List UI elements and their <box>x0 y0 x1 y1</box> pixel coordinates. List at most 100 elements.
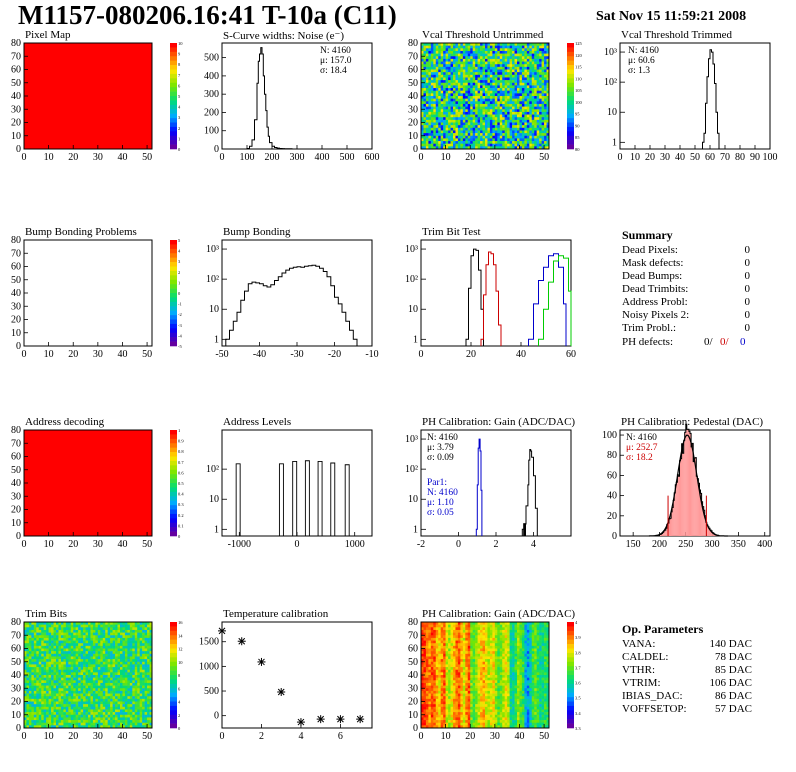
heatmap-cell <box>107 706 111 710</box>
heatmap-cell <box>541 125 545 129</box>
heatmap-cell <box>100 712 104 716</box>
heatmap-cell <box>63 696 67 700</box>
heatmap-cell <box>433 80 437 84</box>
heatmap-cell <box>33 677 37 681</box>
heatmap-cell <box>425 119 429 123</box>
heatmap-cell <box>134 722 138 726</box>
heatmap-cell <box>425 664 429 668</box>
heatmap-cell <box>80 643 84 647</box>
heatmap-cell <box>472 93 476 97</box>
heatmap-cell <box>487 58 491 62</box>
heatmap-cell <box>546 119 550 123</box>
heatmap-cell <box>504 77 508 81</box>
heatmap-cell <box>475 61 478 65</box>
heatmap-cell <box>144 696 148 700</box>
y-tick-label: 500 <box>204 53 219 64</box>
heatmap-cell <box>51 709 54 713</box>
heatmap-cell <box>115 645 118 649</box>
heatmap-cell <box>33 688 37 692</box>
heatmap-cell <box>122 672 126 676</box>
heatmap-cell <box>147 627 150 631</box>
heatmap-cells <box>24 430 152 536</box>
heatmap-cell <box>428 58 432 62</box>
heatmap-cell <box>132 648 136 652</box>
heatmap-cell <box>507 88 510 91</box>
heatmap-cell <box>450 50 454 54</box>
heatmap-cell <box>421 69 424 73</box>
heatmap-cell <box>423 637 427 641</box>
heatmap-cell <box>75 712 79 716</box>
heatmap-cell <box>43 645 47 649</box>
heatmap-cell <box>440 56 444 60</box>
heatmap-cell <box>120 629 123 633</box>
heatmap-cell <box>421 43 424 46</box>
heatmap-cell <box>504 103 508 107</box>
heatmap-cell <box>134 720 138 723</box>
heatmap-cell <box>423 682 427 686</box>
heatmap-cell <box>462 103 466 107</box>
heatmap-cell <box>132 667 136 670</box>
heatmap-cell <box>95 680 99 684</box>
heatmap-cell <box>120 722 123 726</box>
heatmap-cell <box>531 101 535 105</box>
heatmap-cell <box>428 96 432 99</box>
x-tick-label: 50 <box>142 539 152 550</box>
stats-line: σ: 18.4 <box>320 66 347 76</box>
heatmap-cell <box>497 109 501 113</box>
heatmap-cell <box>63 690 67 694</box>
heatmap-cell <box>58 704 62 708</box>
heatmap-cell <box>428 629 432 633</box>
heatmap-cell <box>73 648 76 652</box>
heatmap-cell <box>428 72 432 76</box>
heatmap-cell <box>90 659 94 663</box>
heatmap-cell <box>546 125 550 129</box>
heatmap-cell <box>97 717 101 721</box>
heatmap-cell <box>465 138 469 142</box>
heatmap-cell <box>144 651 148 655</box>
heatmap-cell <box>425 651 429 655</box>
heatmap-cell <box>504 66 508 70</box>
heatmap-cell <box>512 114 515 118</box>
heatmap-cells <box>24 622 153 729</box>
heatmap-cell <box>443 74 446 78</box>
heatmap-cell <box>536 48 540 52</box>
palette-tick-label: 0.2 <box>178 513 184 518</box>
heatmap-cell <box>544 45 547 49</box>
heatmap-cell <box>144 632 148 636</box>
heatmap-cell <box>470 122 473 126</box>
heatmap-cell <box>28 682 32 686</box>
heatmap-cell <box>107 664 111 668</box>
heatmap-cell <box>107 661 111 665</box>
heatmap-cell <box>137 651 140 655</box>
heatmap-cell <box>63 664 67 668</box>
heatmap-cell <box>110 677 113 681</box>
heatmap-cell <box>122 685 126 689</box>
heatmap-cell <box>524 101 528 105</box>
palette-tick-label: 0.3 <box>178 502 184 507</box>
heatmap-cell <box>73 714 76 718</box>
heatmap-cell <box>502 141 505 144</box>
heatmap-cell <box>38 661 42 665</box>
heatmap-cell <box>425 712 429 716</box>
hist-bar <box>696 476 698 536</box>
heatmap-cell <box>41 685 44 689</box>
y-tick-label: 20 <box>11 118 21 129</box>
heatmap-cell <box>139 640 143 644</box>
heatmap-cell <box>512 64 515 68</box>
heatmap-cell <box>24 640 27 644</box>
heatmap-cell <box>475 69 478 73</box>
heatmap-cell <box>46 690 49 694</box>
heatmap-cell <box>470 101 473 105</box>
heatmap-cell <box>507 93 510 97</box>
heatmap-cell <box>541 85 545 89</box>
heatmap-cell <box>142 643 145 647</box>
palette-cell <box>170 438 177 444</box>
heatmap-cell <box>524 43 528 46</box>
heatmap-cell <box>470 106 473 110</box>
heatmap-cell <box>448 69 451 73</box>
heatmap-cell <box>519 143 523 147</box>
heatmap-cell <box>65 664 69 668</box>
heatmap-cell <box>423 675 427 678</box>
heatmap-cell <box>546 88 550 91</box>
heatmap-cell <box>90 693 94 697</box>
